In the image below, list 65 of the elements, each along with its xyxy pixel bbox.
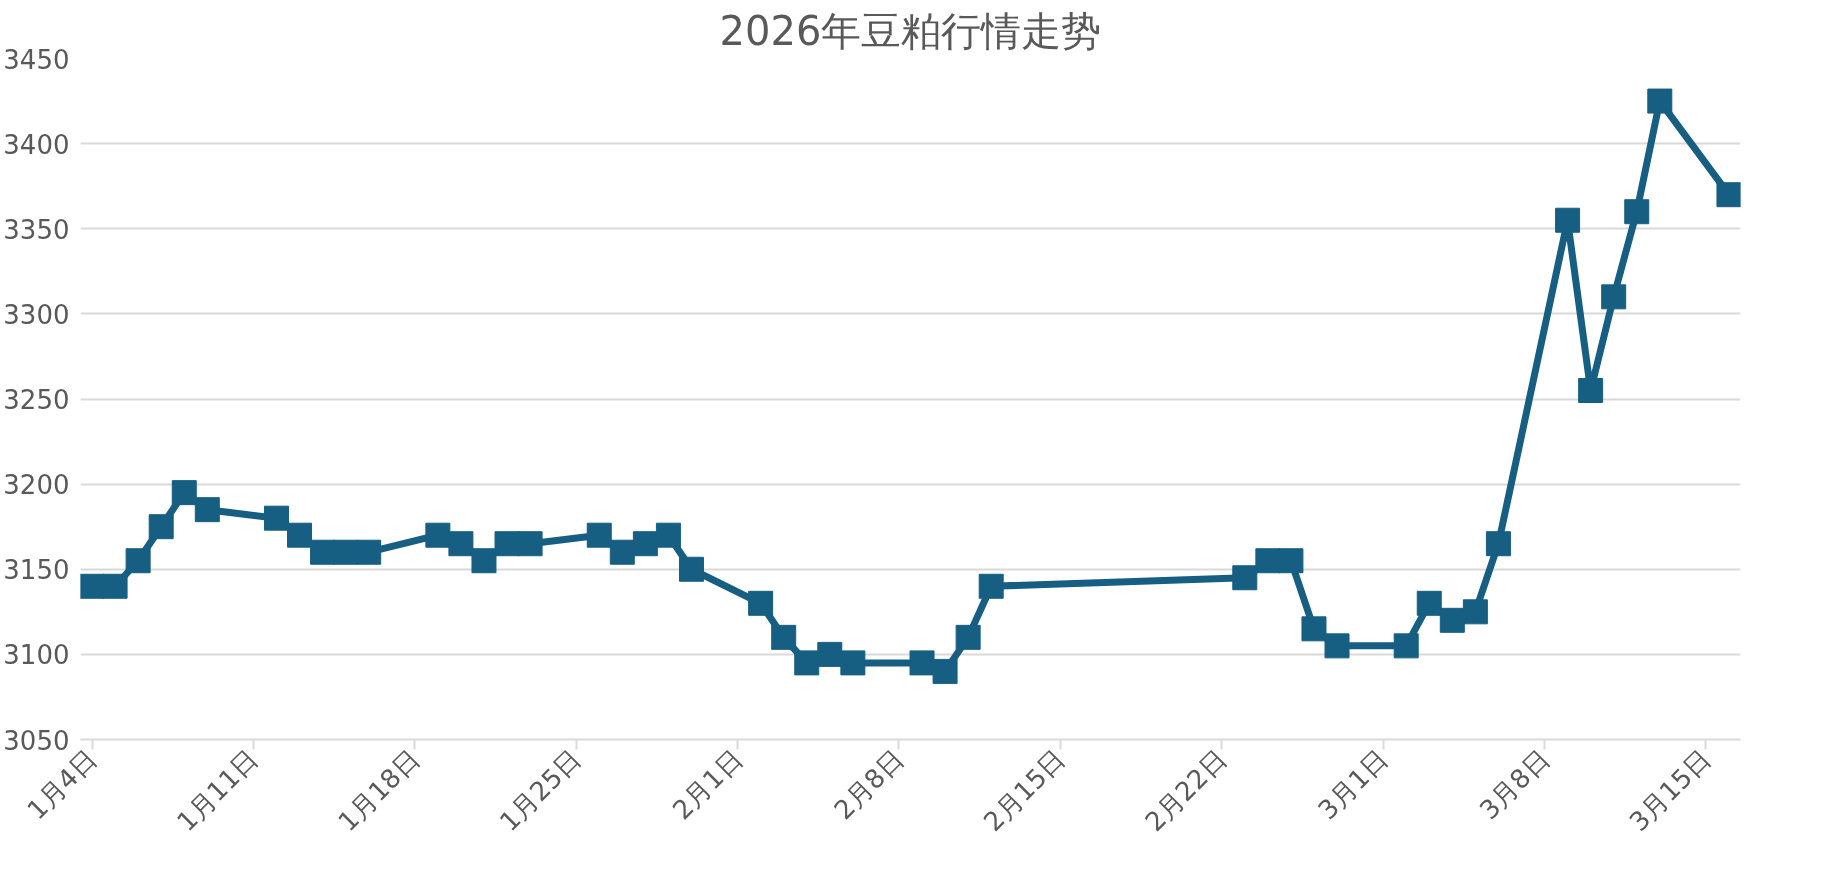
chart-title: 2026年豆粕行情走势 bbox=[719, 7, 1102, 54]
point bbox=[655, 522, 681, 548]
point bbox=[1716, 182, 1741, 208]
point bbox=[794, 650, 820, 676]
point bbox=[448, 531, 474, 557]
point bbox=[978, 573, 1004, 599]
point bbox=[494, 531, 520, 557]
y-tick-label: 3300 bbox=[3, 299, 70, 330]
point bbox=[1255, 548, 1281, 574]
x-tick-label: 1月25日 bbox=[493, 743, 587, 837]
y-tick-label: 3450 bbox=[3, 44, 70, 75]
point bbox=[955, 624, 981, 650]
point bbox=[1462, 599, 1488, 625]
y-tick-label: 3400 bbox=[3, 129, 70, 160]
point bbox=[1301, 616, 1327, 642]
point bbox=[471, 548, 497, 574]
point bbox=[171, 480, 197, 506]
point bbox=[817, 641, 843, 667]
x-tick-label: 2月1日 bbox=[666, 743, 749, 826]
x-tick-label: 3月8日 bbox=[1473, 743, 1556, 826]
point bbox=[194, 497, 220, 523]
point bbox=[771, 624, 797, 650]
point bbox=[609, 539, 635, 565]
point bbox=[1393, 633, 1419, 659]
y-tick-label: 3150 bbox=[3, 555, 70, 586]
point bbox=[102, 573, 128, 599]
point bbox=[1485, 531, 1511, 557]
point bbox=[632, 531, 658, 557]
x-tick-label: 1月11日 bbox=[170, 743, 265, 837]
point bbox=[678, 556, 704, 582]
y-tick-label: 3350 bbox=[3, 214, 70, 245]
point bbox=[1555, 207, 1581, 233]
x-tick-label: 2月22日 bbox=[1139, 743, 1233, 837]
point bbox=[932, 658, 958, 684]
point bbox=[1232, 565, 1258, 591]
point bbox=[1278, 548, 1304, 574]
point bbox=[333, 539, 359, 565]
point bbox=[148, 514, 174, 540]
point bbox=[1601, 284, 1627, 310]
point bbox=[1624, 199, 1650, 225]
point bbox=[1578, 377, 1604, 403]
point bbox=[586, 522, 612, 548]
y-tick-label: 3050 bbox=[3, 725, 70, 756]
point bbox=[1416, 590, 1442, 616]
point bbox=[1439, 607, 1465, 633]
point bbox=[425, 522, 451, 548]
x-tick-label: 2月15日 bbox=[977, 743, 1071, 837]
y-tick-label: 3250 bbox=[3, 385, 70, 415]
x-tick-label: 1月18日 bbox=[332, 743, 426, 837]
y-tick-label: 3100 bbox=[3, 640, 70, 671]
point bbox=[125, 548, 151, 574]
point bbox=[287, 522, 313, 548]
point bbox=[517, 531, 543, 557]
x-tick-label: 3月1日 bbox=[1312, 743, 1394, 826]
point bbox=[263, 505, 289, 531]
point bbox=[909, 650, 935, 676]
x-tick-label: 3月15日 bbox=[1623, 743, 1717, 837]
point bbox=[1647, 88, 1673, 114]
point bbox=[310, 539, 336, 565]
x-tick-label: 2月8日 bbox=[828, 743, 910, 826]
point bbox=[356, 539, 382, 565]
point bbox=[840, 650, 866, 676]
point bbox=[1324, 633, 1350, 659]
y-tick-label: 3200 bbox=[3, 470, 70, 501]
point bbox=[748, 590, 774, 616]
